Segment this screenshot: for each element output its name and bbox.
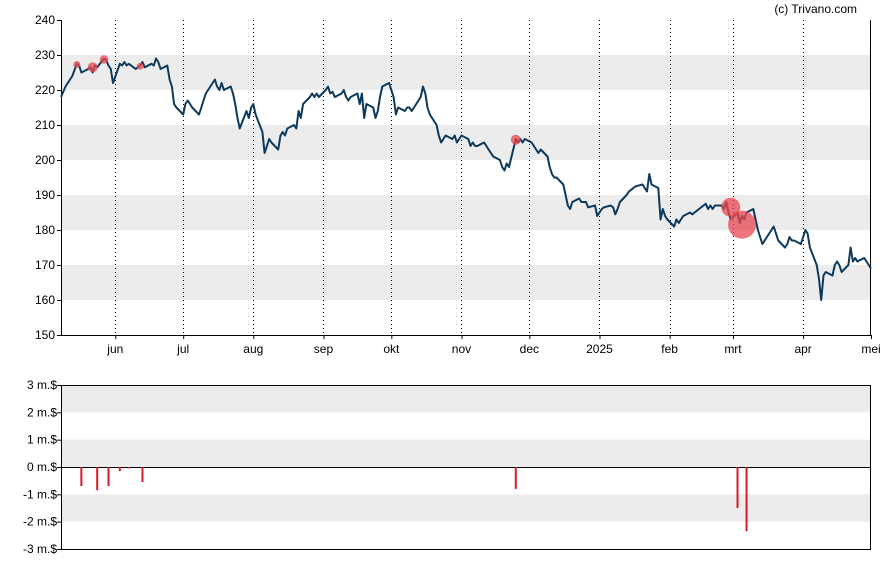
- volume-bar: [736, 467, 739, 508]
- volume-bar: [96, 467, 99, 491]
- volume-y-ticks: -3 m.$ -2 m.$ -1 m.$ 0 m.$ 1 m.$ 2 m.$ 3 m.$: [23, 378, 61, 556]
- price-axes: [61, 20, 871, 336]
- price-x-tick-label: okt: [383, 342, 400, 356]
- price-line: [60, 57, 872, 301]
- volume-bar: [514, 467, 517, 489]
- volume-band: [61, 439, 871, 467]
- price-x-tick-label: aug: [243, 342, 263, 356]
- price-band: [61, 55, 871, 90]
- volume-bar: [118, 467, 121, 472]
- price-bands: [61, 55, 871, 300]
- price-y-tick-label: 170: [35, 258, 55, 272]
- price-x-tick-label: apr: [794, 342, 811, 356]
- price-y-tick-label: 190: [35, 188, 55, 202]
- volume-band: [61, 494, 871, 522]
- volume-bar: [107, 467, 110, 487]
- price-x-tick-label: feb: [661, 342, 678, 356]
- trade-marker: [510, 134, 521, 145]
- price-y-tick-label: 210: [35, 118, 55, 132]
- price-x-tick-label: mei: [861, 342, 880, 356]
- volume-y-tick-label: 0 m.$: [27, 460, 57, 474]
- volume-y-tick-label: 3 m.$: [27, 378, 57, 392]
- volume-y-tick-label: 2 m.$: [27, 405, 57, 419]
- price-y-tick-label: 230: [35, 48, 55, 62]
- volume-bar: [141, 467, 144, 483]
- price-x-tick-label: sep: [314, 342, 334, 356]
- volume-y-tick-label: -1 m.$: [23, 487, 57, 501]
- volume-bars: [80, 467, 748, 532]
- price-x-tick-label: dec: [520, 342, 539, 356]
- price-y-tick-label: 180: [35, 223, 55, 237]
- volume-bar: [80, 467, 83, 487]
- volume-bands: [61, 385, 871, 522]
- volume-y-tick-label: -3 m.$: [23, 542, 57, 556]
- price-y-tick-label: 220: [35, 83, 55, 97]
- price-x-tick-label: mrt: [724, 342, 742, 356]
- trade-marker: [73, 60, 81, 68]
- price-grid: [115, 20, 804, 335]
- trade-marker: [99, 55, 109, 64]
- trade-marker: [136, 62, 144, 70]
- volume-axes: [61, 385, 871, 550]
- price-band: [61, 265, 871, 300]
- price-markers: [73, 55, 757, 239]
- credit-label: (c) Trivano.com: [774, 2, 857, 16]
- price-x-tick-label: jun: [106, 342, 123, 356]
- volume-y-tick-label: 1 m.$: [27, 433, 57, 447]
- price-y-tick-label: 160: [35, 293, 55, 307]
- price-band: [61, 125, 871, 160]
- price-x-tick-label: jul: [176, 342, 189, 356]
- price-x-tick-label: 2025: [586, 342, 613, 356]
- trade-marker: [87, 62, 98, 73]
- trade-marker: [721, 197, 741, 217]
- price-series-line: [60, 57, 872, 301]
- price-y-tick-label: 240: [35, 13, 55, 27]
- price-y-tick-label: 200: [35, 153, 55, 167]
- price-x-ticks: jun jul aug sep okt nov dec 2025 feb mrt apr mei: [106, 335, 881, 356]
- volume-bar: [745, 467, 748, 532]
- price-x-tick-label: nov: [452, 342, 471, 356]
- volume-y-tick-label: -2 m.$: [23, 515, 57, 529]
- price-y-tick-label: 150: [35, 328, 55, 342]
- volume-band: [61, 385, 871, 413]
- price-y-ticks: 150 160 170 180 190 200 210 220 230 240: [35, 13, 61, 342]
- trade-marker: [728, 210, 757, 239]
- volume-bar: [127, 467, 130, 469]
